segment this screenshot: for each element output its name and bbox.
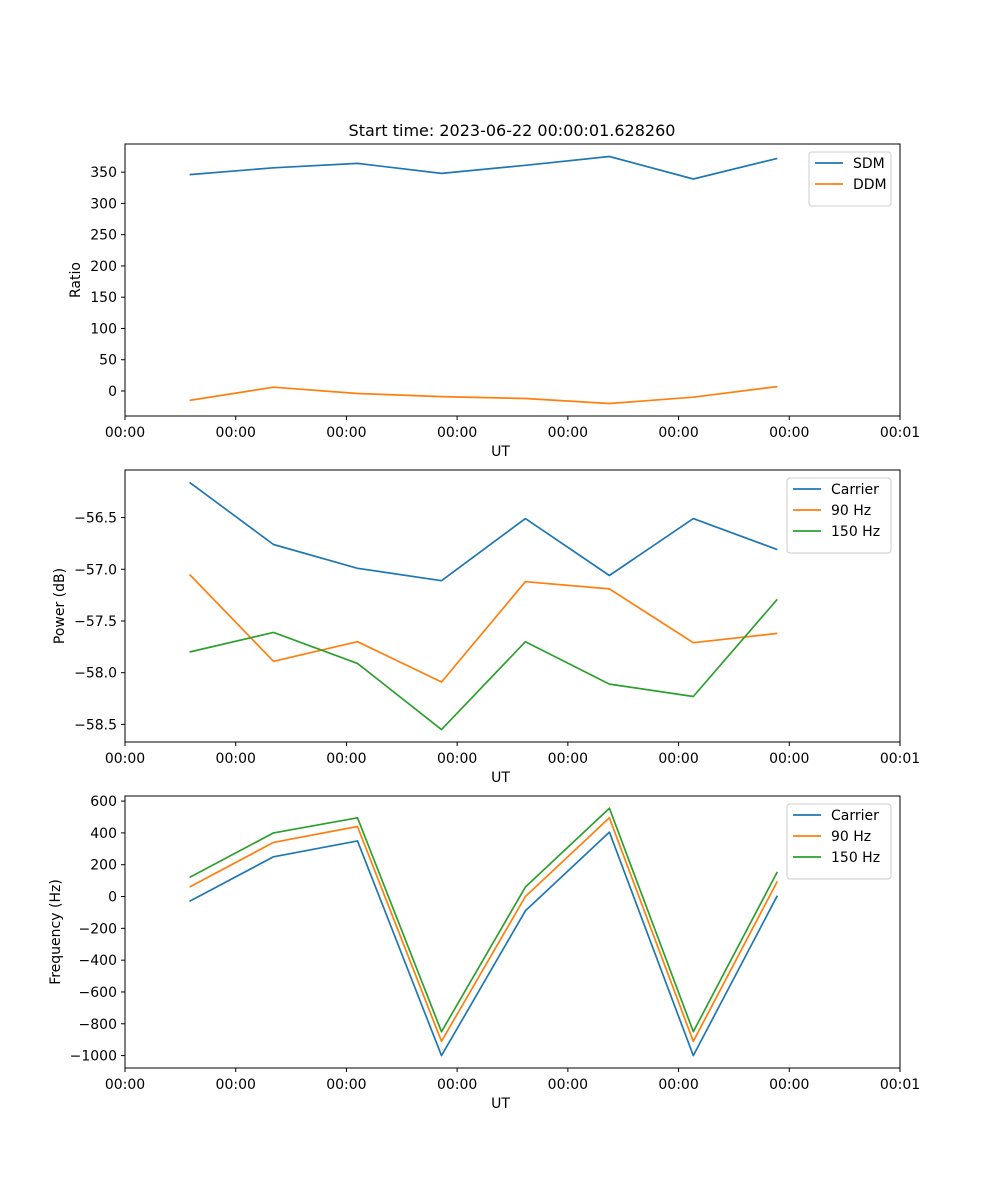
x-tick-label: 00:00 [216,1077,256,1093]
y-tick-label: −600 [79,985,117,1001]
x-tick-label: 00:00 [548,1077,588,1093]
series-line-90-hz [188,573,778,683]
figure-title: Start time: 2023-06-22 00:00:01.628260 [349,121,676,140]
x-tick-label: 00:00 [326,1077,366,1093]
legend: SDM DDM [808,151,892,207]
x-tick-label: 00:00 [769,425,809,441]
series-line-ddm [189,385,778,405]
x-tick-label: 00:00 [658,1077,698,1093]
x-axis-label: UT [491,770,510,786]
subplots: 00:00 00:00 00:00 00:00 00:00 00:00 00:00 00:01… [48,143,920,1112]
y-axis-label: Power (dB) [52,568,68,644]
x-tick-label: 00:00 [216,751,256,767]
y-tick-label: 100 [90,321,117,337]
x-tick-label: 00:00 [216,425,256,441]
legend-entry-label: 150 Hz [831,524,880,540]
y-tick-label: −400 [79,953,117,969]
y-tick-label: 200 [90,858,117,874]
legend: Carrier 90 Hz 150 Hz [786,477,892,554]
y-tick-label: −56.5 [74,511,117,527]
series-line-150-hz [189,807,779,1033]
legend-entry-label: 90 Hz [831,829,871,845]
legend-entry-label: Carrier [831,808,879,824]
x-axis-label: UT [491,1096,510,1112]
y-tick-label: −800 [79,1017,117,1033]
x-axis-label: UT [491,444,510,460]
y-tick-label: 350 [90,165,117,181]
plot-frame [124,469,901,743]
x-tick-label: 00:00 [437,1077,477,1093]
y-tick-label: 250 [90,228,117,244]
x-tick-label: 00:00 [326,425,366,441]
series-line-carrier [189,481,778,582]
x-tick-label: 00:01 [880,425,920,441]
y-tick-label: −1000 [70,1049,117,1065]
x-tick-label: 00:00 [437,751,477,767]
x-tick-label: 00:00 [658,751,698,767]
legend-box [808,151,892,207]
x-tick-label: 00:00 [105,425,145,441]
legend-entry-label: SDM [853,156,885,172]
y-axis-label: Frequency (Hz) [48,879,64,985]
x-tick-label: 00:01 [880,751,920,767]
x-tick-label: 00:00 [105,751,145,767]
y-tick-label: −58.5 [74,717,117,733]
legend-entry-label: 150 Hz [831,850,880,866]
x-tick-label: 00:00 [769,751,809,767]
y-tick-label: 0 [108,384,117,400]
y-axis-label: Ratio [68,262,84,298]
y-tick-label: 0 [108,890,117,906]
legend-entry-label: Carrier [831,482,879,498]
legend-entry-label: 90 Hz [831,503,871,519]
y-tick-label: −200 [79,921,117,937]
y-tick-label: 50 [99,353,117,369]
subplot-1: 00:00 00:00 00:00 00:00 00:00 00:00 00:00 00:01… [68,143,920,460]
series-line-sdm [189,155,778,180]
series-line-carrier [189,831,779,1057]
x-tick-label: 00:00 [105,1077,145,1093]
x-tick-label: 00:00 [658,425,698,441]
series-line-90-hz [189,816,779,1043]
y-tick-label: 150 [90,290,117,306]
legend-entry-label: DDM [853,177,887,193]
subplot-3: 00:00 00:00 00:00 00:00 00:00 00:00 00:00 00:01… [48,794,920,1112]
y-tick-label: −57.0 [74,562,117,578]
x-tick-label: 00:00 [548,425,588,441]
y-tick-label: −57.5 [74,614,117,630]
legend-box [786,803,892,880]
x-tick-label: 00:00 [437,425,477,441]
x-tick-label: 00:00 [326,751,366,767]
plot-frame [124,795,901,1069]
y-tick-label: 200 [90,259,117,275]
x-tick-label: 00:00 [548,751,588,767]
subplot-2: 00:00 00:00 00:00 00:00 00:00 00:00 00:00 00:01… [52,469,920,786]
legend: Carrier 90 Hz 150 Hz [786,803,892,880]
y-tick-label: −58.0 [74,666,117,682]
x-tick-label: 00:01 [880,1077,920,1093]
x-tick-label: 00:00 [769,1077,809,1093]
plot-frame [124,143,901,417]
legend-box [786,477,892,554]
series-line-150-hz [189,598,778,731]
y-tick-label: 400 [90,826,117,842]
y-tick-label: 300 [90,196,117,212]
y-tick-label: 600 [90,794,117,810]
